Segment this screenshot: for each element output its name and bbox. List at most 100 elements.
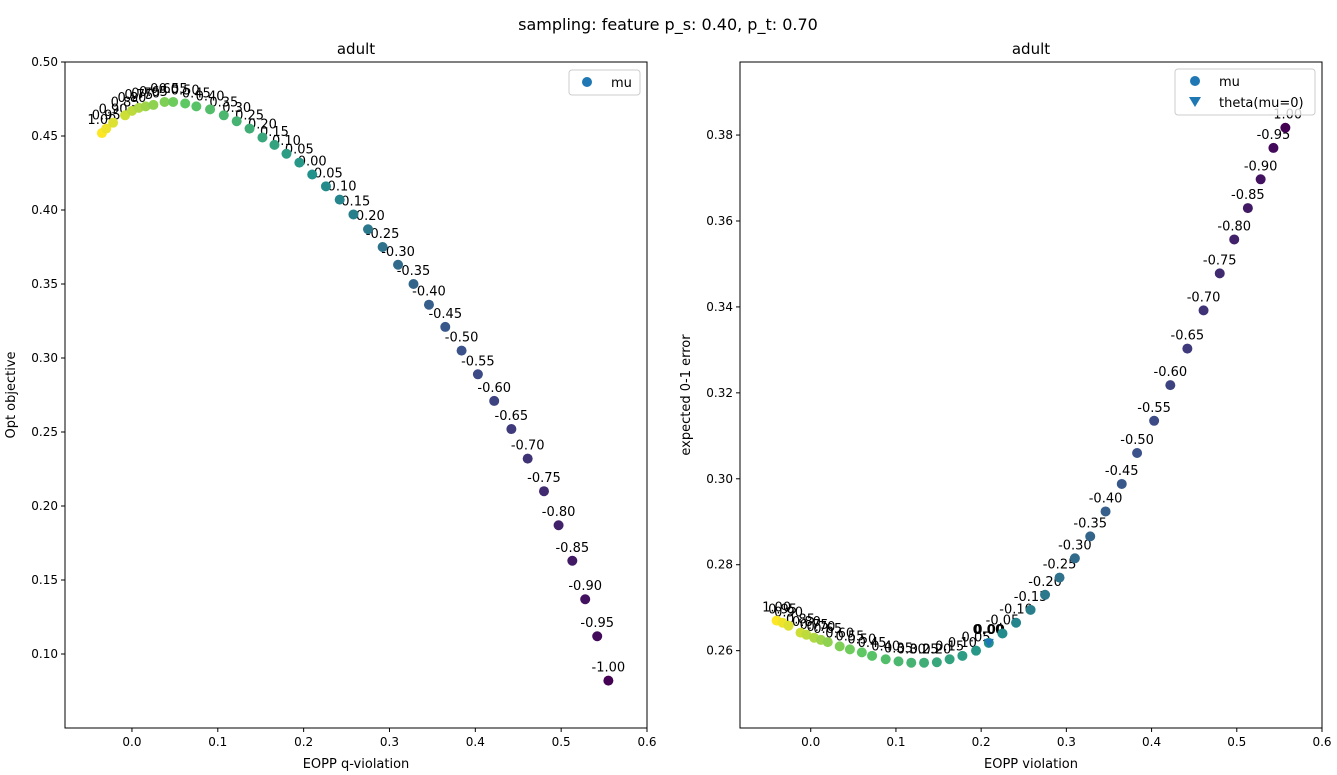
left-y-tick-label: 0.30 — [31, 351, 58, 365]
right-mu-point — [1100, 506, 1111, 517]
left-point-label: -1.00 — [592, 661, 626, 676]
right-point-label: 1.00 — [762, 601, 791, 616]
left-point-label: 0.55 — [159, 82, 188, 97]
left-mu-point — [472, 369, 483, 380]
left-point-label: 0.25 — [235, 109, 264, 124]
left-point-label: -0.80 — [542, 505, 576, 520]
right-mu-point — [1085, 531, 1096, 542]
right-mu-point — [1165, 380, 1176, 391]
right-point-label: -0.35 — [1073, 516, 1107, 531]
right-mu-point — [1229, 234, 1240, 245]
left-mu-point — [108, 117, 119, 128]
left-mu-point — [363, 224, 374, 235]
right-x-tick-label: 0.0 — [801, 735, 820, 749]
right-point-label: 0.00 — [974, 623, 1003, 638]
left-point-label: -0.45 — [428, 307, 462, 322]
left-mu-point — [348, 209, 359, 220]
left-mu-point — [294, 157, 305, 168]
left-point-label: 0.60 — [150, 82, 179, 97]
right-point-label: 0.55 — [835, 629, 864, 644]
left-legend-mu-label: mu — [611, 76, 632, 91]
right-mu-point — [1214, 268, 1225, 279]
left-mu-point — [489, 395, 500, 406]
right-y-tick-label: 0.34 — [706, 300, 733, 314]
right-mu-point — [1242, 203, 1253, 214]
left-point-label: 0.70 — [131, 86, 160, 101]
right-mu-point — [856, 647, 867, 658]
left-mu-point — [538, 486, 549, 497]
left-scatter-panel: adult EOPP q-violation Opt objective 0.0… — [4, 40, 657, 772]
right-point-label: 0.05 — [962, 631, 991, 646]
left-mu-point — [456, 345, 467, 356]
left-y-tick-label: 0.35 — [31, 277, 58, 291]
left-point-label: 0.50 — [171, 83, 200, 98]
right-mu-point — [1116, 478, 1127, 489]
left-point-label: -0.60 — [477, 381, 511, 396]
left-mu-point — [377, 242, 388, 252]
left-point-label: 0.65 — [139, 85, 168, 100]
right-point-label: -0.60 — [1154, 365, 1188, 380]
left-y-tick-label: 0.15 — [31, 573, 58, 587]
right-mu-point — [944, 654, 955, 665]
left-mu-point — [423, 299, 434, 310]
right-x-tick-label: 0.3 — [1057, 735, 1076, 749]
right-mu-point — [1149, 415, 1160, 426]
right-point-label: 0.80 — [792, 615, 821, 630]
right-point-label: 0.30 — [897, 643, 926, 658]
right-point-label: 0.20 — [922, 642, 951, 657]
right-point-label: 0.65 — [813, 622, 842, 637]
right-x-tick-label: 0.6 — [1312, 735, 1331, 749]
left-mu-point — [307, 169, 318, 180]
left-mu-point — [320, 181, 331, 192]
right-x-tick-label: 0.5 — [1227, 735, 1246, 749]
left-mu-point — [101, 123, 112, 134]
left-point-label: 0.35 — [209, 95, 238, 110]
left-mu-point — [140, 101, 151, 112]
right-y-tick-label: 0.30 — [706, 472, 733, 486]
left-mu-point — [191, 101, 202, 112]
right-y-axis-label: expected 0-1 error — [679, 334, 694, 456]
left-point-label: -0.35 — [397, 264, 431, 279]
right-point-label: 0.75 — [800, 618, 829, 633]
left-mu-point — [440, 321, 451, 332]
right-x-tick-label: 0.2 — [972, 735, 991, 749]
right-point-label: 0.45 — [858, 636, 887, 651]
right-point-label: -0.40 — [1089, 491, 1123, 506]
left-plot-area: 0.0 0.1 0.2 0.3 0.4 0.5 0.60.100.150.200.250.3… — [31, 55, 656, 749]
left-point-label: -0.85 — [555, 541, 589, 556]
right-legend-mu-marker — [1190, 76, 1200, 86]
right-y-tick-label: 0.28 — [706, 558, 733, 572]
right-mu-point — [997, 628, 1008, 639]
right-mu-point — [844, 644, 855, 655]
left-mu-point — [244, 123, 255, 134]
right-mu-point — [1011, 617, 1022, 628]
left-point-label: -0.10 — [323, 180, 357, 195]
left-point-label: -0.30 — [381, 245, 415, 260]
right-mu-point — [1268, 142, 1279, 153]
left-point-label: -0.95 — [580, 616, 614, 631]
left-mu-point — [334, 194, 345, 205]
right-mu-point — [919, 657, 930, 668]
right-mu-point — [834, 641, 845, 652]
right-point-label: 0.50 — [847, 632, 876, 647]
left-mu-point — [408, 279, 419, 289]
left-y-tick-label: 0.45 — [31, 129, 58, 143]
left-x-tick-label: 0.6 — [637, 735, 656, 749]
right-point-label: 0.85 — [786, 613, 815, 628]
left-x-tick-label: 0.3 — [380, 735, 399, 749]
left-x-tick-label: 0.2 — [294, 735, 313, 749]
right-point-label: -0.85 — [1231, 188, 1265, 203]
left-mu-point — [580, 594, 591, 605]
right-legend: mu theta(mu=0) — [1174, 68, 1316, 116]
right-y-tick-label: 0.26 — [706, 644, 733, 658]
right-theta-point — [983, 638, 994, 648]
left-x-tick-label: 0.1 — [208, 735, 227, 749]
left-y-tick-label: 0.20 — [31, 499, 58, 513]
left-axes-frame — [64, 61, 648, 729]
right-point-label: 0.00 — [973, 623, 1005, 638]
right-legend-theta-marker — [1189, 97, 1201, 107]
left-point-label: -0.70 — [511, 439, 545, 454]
left-x-tick-label: 0.0 — [122, 735, 141, 749]
left-legend: mu — [568, 69, 641, 96]
left-mu-point — [567, 555, 578, 566]
